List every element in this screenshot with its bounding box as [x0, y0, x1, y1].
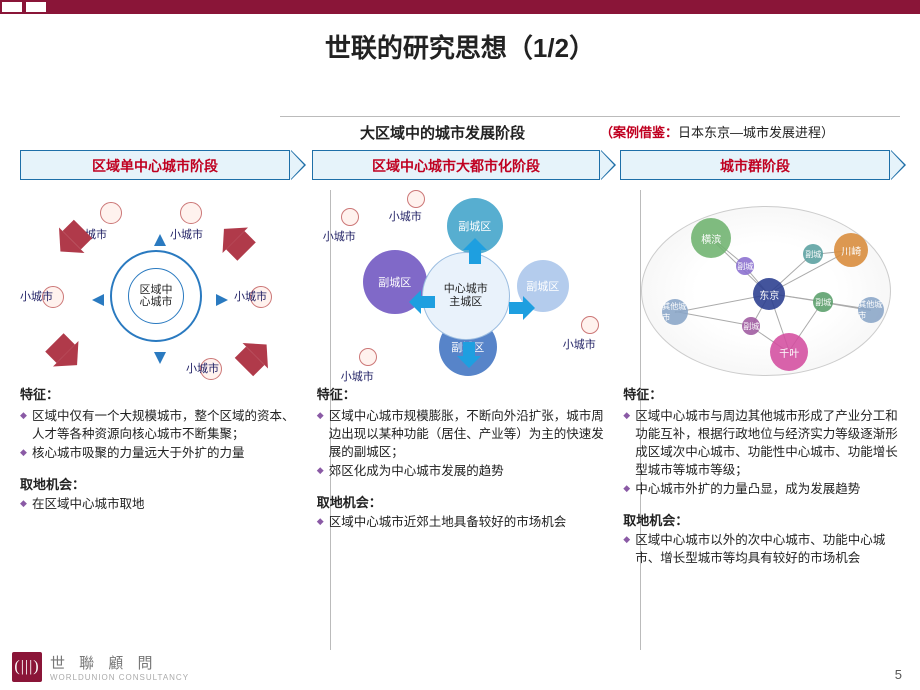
topbar-box: [26, 2, 46, 12]
opportunity-header: 取地机会：: [317, 494, 614, 513]
small-city-label: 小城市: [234, 288, 267, 304]
bullet-item: 区域中心城市近郊土地具备较好的市场机会: [317, 513, 614, 531]
expand-arrow-icon: [463, 342, 481, 368]
outward-arrow-icon: [216, 294, 228, 306]
page-title: 世联的研究思想（1/2）: [0, 28, 920, 65]
expand-arrow-icon: [409, 296, 435, 314]
columns: 区域中心城市小城市小城市小城市小城市小城市: [20, 190, 910, 650]
stage-1-features: 特征： 区域中仅有一个大规模城市，整个区域的资本、人才等各种资源向核心城市不断集…: [20, 386, 307, 513]
inward-arrow-icon: [211, 220, 256, 265]
small-city-node: [341, 208, 359, 226]
small-city-label: 小城市: [20, 288, 53, 304]
case-note-black: 日本东京—城市发展进程）: [678, 125, 834, 140]
bullet-item: 区域中心城市规模膨胀，不断向外沿扩张，城市周边出现以某种功能（居住、产业等）为主…: [317, 407, 614, 461]
logo-en: WORLDUNION CONSULTANCY: [50, 673, 189, 682]
logo-cn: 世 聯 顧 問: [50, 652, 189, 673]
features-header: 特征：: [623, 386, 910, 405]
stage-banner-2: 区域中心城市大都市化阶段: [312, 150, 600, 180]
stage-2-column: 副城区副城区副城区副城区 中心城市主城区 小城市小城市小城市小城市 特征： 区域…: [317, 190, 614, 650]
small-city-label: 小城市: [186, 360, 219, 376]
small-city-node: [180, 202, 202, 224]
bullet-item: 中心城市外扩的力量凸显，成为发展趋势: [623, 480, 910, 498]
divider: [280, 116, 900, 117]
logo-mark-icon: (|||): [12, 652, 42, 682]
small-city-label: 小城市: [341, 368, 374, 384]
core-city: 区域中心城市: [128, 268, 184, 324]
bullet-item: 在区域中心城市取地: [20, 495, 307, 513]
opportunity-header: 取地机会：: [623, 512, 910, 531]
features-header: 特征：: [317, 386, 614, 405]
stage-2-features: 特征： 区域中心城市规模膨胀，不断向外沿扩张，城市周边出现以某种功能（居住、产业…: [317, 386, 614, 531]
expand-arrow-icon: [509, 296, 535, 314]
topbar-box: [2, 2, 22, 12]
stage-3-diagram: 东京横滨川崎千叶副城副城副城副城其他城市其他城市: [623, 190, 910, 380]
small-city-node: [100, 202, 122, 224]
bullet-item: 区域中仅有一个大规模城市，整个区域的资本、人才等各种资源向核心城市不断集聚；: [20, 407, 307, 443]
small-city-label: 小城市: [563, 336, 596, 352]
section-subtitle: 大区域中的城市发展阶段: [360, 122, 525, 143]
stage-3-features: 特征： 区域中心城市与周边其他城市形成了产业分工和功能互补，根据行政地位与经济实…: [623, 386, 910, 568]
topbar: [0, 0, 920, 14]
outward-arrow-icon: [92, 294, 104, 306]
outward-arrow-icon: [154, 352, 166, 364]
case-note: （案例借鉴：日本东京—城市发展进程）: [600, 122, 834, 141]
stage-row: 区域单中心城市阶段 区域中心城市大都市化阶段 城市群阶段: [20, 150, 920, 184]
bullet-item: 核心城市吸聚的力量远大于外扩的力量: [20, 444, 307, 462]
small-city-node: [407, 190, 425, 208]
small-city-label: 小城市: [389, 208, 422, 224]
stage-3-column: 东京横滨川崎千叶副城副城副城副城其他城市其他城市 特征： 区域中心城市与周边其他…: [623, 190, 910, 650]
features-header: 特征：: [20, 386, 307, 405]
stage-banner-1: 区域单中心城市阶段: [20, 150, 290, 180]
small-city-node: [359, 348, 377, 366]
footer-logo: (|||) 世 聯 顧 問 WORLDUNION CONSULTANCY: [12, 652, 189, 682]
stage-banner-3: 城市群阶段: [620, 150, 890, 180]
small-city-node: [581, 316, 599, 334]
page-number: 5: [895, 667, 902, 682]
stage-1-column: 区域中心城市小城市小城市小城市小城市小城市: [20, 190, 307, 650]
bullet-item: 郊区化成为中心城市发展的趋势: [317, 462, 614, 480]
stage-2-diagram: 副城区副城区副城区副城区 中心城市主城区 小城市小城市小城市小城市: [317, 190, 614, 380]
bullet-item: 区域中心城市以外的次中心城市、功能中心城市、增长型城市等均具有较好的市场机会: [623, 531, 910, 567]
inward-arrow-icon: [45, 330, 90, 375]
case-note-red: （案例借鉴：: [600, 125, 678, 140]
small-city-label: 小城市: [323, 228, 356, 244]
bullet-item: 区域中心城市与周边其他城市形成了产业分工和功能互补，根据行政地位与经济实力等级逐…: [623, 407, 910, 480]
small-city-label: 小城市: [170, 226, 203, 242]
expand-arrow-icon: [463, 238, 481, 264]
cluster-node: 其他城市: [662, 299, 688, 325]
inward-arrow-icon: [231, 332, 276, 377]
opportunity-header: 取地机会：: [20, 476, 307, 495]
cluster-node: 其他城市: [858, 297, 884, 323]
logo-text: 世 聯 顧 問 WORLDUNION CONSULTANCY: [50, 652, 189, 682]
outward-arrow-icon: [154, 234, 166, 246]
stage-1-diagram: 区域中心城市小城市小城市小城市小城市小城市: [20, 190, 307, 380]
